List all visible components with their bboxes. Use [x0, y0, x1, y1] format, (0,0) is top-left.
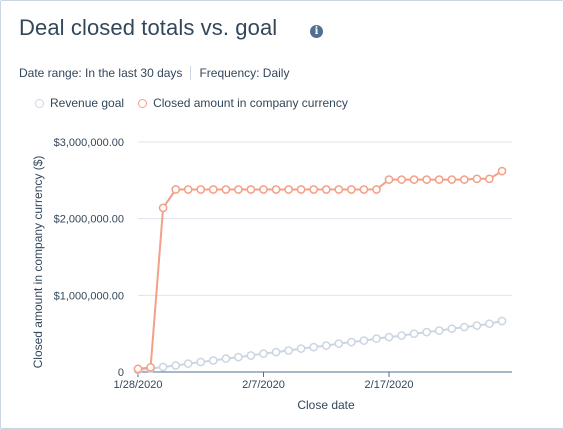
data-point-closed-amount	[133, 364, 143, 374]
data-point-closed-amount	[334, 185, 344, 194]
data-point-revenue-goal	[158, 362, 168, 372]
data-point-revenue-goal	[271, 347, 281, 357]
data-point-closed-amount	[234, 185, 243, 194]
date-range-filter[interactable]: Date range: In the last 30 days	[19, 66, 183, 80]
data-point-closed-amount	[309, 185, 319, 194]
data-point-revenue-goal	[259, 349, 268, 358]
y-tick-label: $2,000,000.00	[54, 214, 124, 226]
data-point-closed-amount	[359, 185, 369, 194]
data-point-revenue-goal	[459, 322, 469, 332]
data-point-revenue-goal	[309, 342, 319, 352]
data-point-revenue-goal	[384, 332, 394, 342]
legend-item-revenue-goal[interactable]: Revenue goal	[35, 96, 124, 110]
data-point-revenue-goal	[422, 327, 432, 337]
data-point-revenue-goal	[397, 331, 406, 340]
legend-marker-revenue-goal	[35, 98, 44, 108]
legend-label-closed-amount: Closed amount in company currency	[153, 96, 348, 110]
x-axis-title: Close date	[297, 398, 355, 412]
data-point-closed-amount	[321, 185, 331, 194]
data-point-closed-amount	[196, 185, 206, 194]
data-point-closed-amount	[459, 175, 469, 184]
data-point-revenue-goal	[472, 321, 482, 330]
data-point-revenue-goal	[321, 341, 331, 350]
data-point-closed-amount	[146, 363, 155, 372]
data-point-closed-amount	[409, 175, 419, 184]
data-point-closed-amount	[171, 185, 181, 194]
data-point-revenue-goal	[171, 361, 181, 370]
y-tick-label: $1,000,000.00	[54, 290, 124, 302]
data-point-closed-amount	[447, 175, 457, 184]
data-point-closed-amount	[221, 185, 231, 194]
data-point-revenue-goal	[409, 329, 419, 339]
data-point-revenue-goal	[284, 346, 293, 355]
frequency-filter[interactable]: Frequency: Daily	[199, 66, 290, 80]
data-point-revenue-goal	[196, 357, 206, 367]
series-line-closed-amount	[137, 170, 503, 370]
y-tick-label: 0	[118, 367, 124, 379]
data-point-revenue-goal	[372, 334, 381, 343]
data-point-closed-amount	[472, 174, 482, 184]
data-point-closed-amount	[485, 174, 494, 184]
data-point-closed-amount	[208, 185, 218, 194]
axes: 0 $1,000,000.00 $2,000,000.00 $3,000,000.00…	[54, 137, 512, 391]
y-tick-label: $3,000,000.00	[54, 137, 124, 149]
data-point-revenue-goal	[434, 326, 444, 335]
data-point-revenue-goal	[359, 336, 369, 345]
chart-legend: Revenue goal Closed amount in company cu…	[35, 96, 362, 110]
data-point-closed-amount	[372, 185, 381, 194]
data-point-revenue-goal	[246, 351, 256, 360]
data-point-closed-amount	[296, 185, 306, 194]
data-point-revenue-goal	[208, 356, 218, 365]
report-filters: Date range: In the last 30 days Frequenc…	[19, 66, 289, 80]
data-point-closed-amount	[434, 175, 444, 184]
data-point-closed-amount	[384, 175, 394, 184]
x-tick-label: 2/17/2020	[365, 379, 414, 391]
x-tick-label: 1/28/2020	[114, 379, 163, 391]
series-line-revenue-goal	[137, 320, 503, 372]
data-point-closed-amount	[158, 203, 168, 213]
report-title: Deal closed totals vs. goal	[19, 15, 278, 40]
legend-label-revenue-goal: Revenue goal	[50, 96, 125, 110]
legend-marker-closed-amount	[138, 98, 148, 108]
data-point-closed-amount	[284, 185, 293, 194]
series	[133, 166, 507, 375]
data-point-revenue-goal	[183, 359, 193, 368]
data-point-closed-amount	[422, 175, 432, 184]
data-point-closed-amount	[183, 185, 193, 194]
data-point-closed-amount	[259, 185, 268, 194]
data-point-revenue-goal	[221, 354, 231, 363]
legend-item-closed-amount[interactable]: Closed amount in company currency	[138, 96, 348, 110]
data-point-revenue-goal	[334, 339, 344, 348]
info-icon[interactable]: i	[310, 25, 323, 38]
data-point-closed-amount	[246, 185, 256, 194]
data-point-revenue-goal	[296, 344, 306, 353]
filter-divider	[190, 66, 192, 80]
y-axis-title: Closed amount in company currency ($)	[31, 156, 45, 369]
data-point-revenue-goal	[485, 319, 494, 329]
data-point-closed-amount	[497, 166, 507, 176]
data-point-revenue-goal	[447, 324, 457, 334]
data-point-closed-amount	[397, 175, 406, 184]
data-point-closed-amount	[271, 185, 281, 194]
data-point-revenue-goal	[497, 316, 507, 326]
data-point-revenue-goal	[234, 352, 243, 362]
x-tick-label: 2/7/2020	[242, 379, 285, 391]
data-point-closed-amount	[347, 185, 356, 194]
gridlines	[138, 141, 512, 296]
data-point-revenue-goal	[347, 337, 356, 347]
